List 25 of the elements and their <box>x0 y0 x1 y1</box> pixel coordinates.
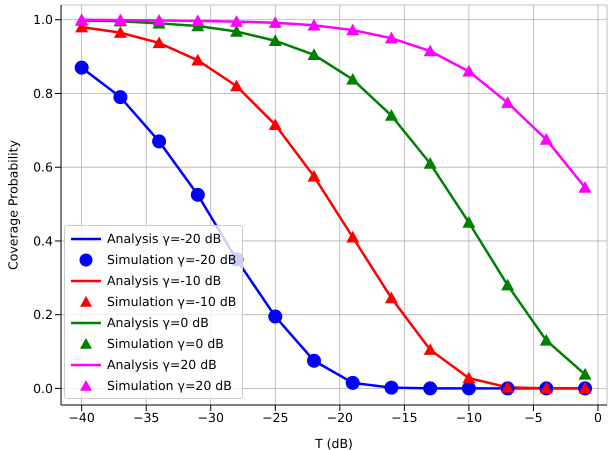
x-tick-label: 0 <box>594 410 602 425</box>
y-tick-label: 0.0 <box>33 380 54 396</box>
legend-label: Simulation γ=-10 dB <box>107 294 236 309</box>
y-tick-label: 0.8 <box>33 86 54 101</box>
legend-label: Analysis γ=-10 dB <box>107 273 222 288</box>
y-tick-label: 0.2 <box>33 307 53 322</box>
x-tick-label: −40 <box>68 410 95 425</box>
y-axis-title: Coverage Probability <box>5 139 20 270</box>
legend-label: Simulation γ=20 dB <box>107 378 232 393</box>
x-tick-label: −10 <box>456 410 482 425</box>
x-tick-label: −25 <box>262 410 288 425</box>
x-tick-label: −5 <box>524 410 543 425</box>
legend-label: Analysis γ=-20 dB <box>107 231 222 246</box>
legend-label: Analysis γ=20 dB <box>107 357 217 372</box>
x-tick-label: −15 <box>391 410 418 425</box>
legend-label: Analysis γ=0 dB <box>107 315 209 330</box>
x-tick-label: −20 <box>326 410 354 425</box>
legend-label: Simulation γ=0 dB <box>107 336 224 351</box>
x-tick-label: −35 <box>132 410 160 425</box>
y-tick-label: 0.6 <box>33 160 54 175</box>
x-axis-title: T (dB) <box>314 436 353 450</box>
x-tick-label: −30 <box>198 410 224 425</box>
y-tick-label: 0.4 <box>33 233 54 248</box>
legend-label: Simulation γ=-20 dB <box>107 252 236 267</box>
y-tick-label: 1.0 <box>33 12 54 28</box>
